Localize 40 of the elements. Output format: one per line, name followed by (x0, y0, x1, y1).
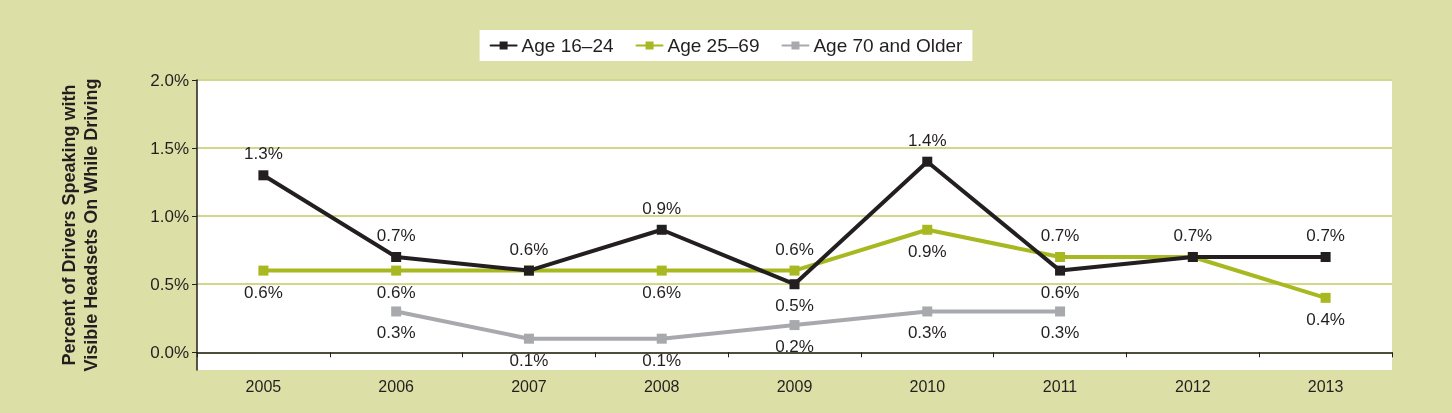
data-label: 0.6% (642, 282, 682, 302)
data-label: 0.1% (509, 350, 549, 370)
data-label: 0.7% (1306, 226, 1345, 245)
y-tick-label: 0.5% (150, 274, 189, 294)
data-label: 0.6% (509, 239, 549, 259)
data-label: 0.9% (907, 241, 947, 261)
data-label: 0.3% (1040, 323, 1080, 343)
data-label: 0.7% (1173, 226, 1213, 245)
data-label: 0.5% (775, 296, 814, 316)
data-label: 0.7% (376, 226, 416, 245)
y-tick-label: 0.0% (150, 342, 189, 362)
data-label: 0.4% (1306, 309, 1345, 329)
data-label: 0.2% (775, 337, 814, 357)
x-tick-label: 2013 (1307, 377, 1344, 395)
y-axis-title: Percent of Drivers Speaking with Visible Headsets On While Driving (59, 78, 101, 372)
y-tick-label: 1.5% (150, 138, 189, 158)
data-label: 0.6% (244, 282, 283, 302)
legend-label: Age 25–69 (667, 35, 760, 56)
y-tick-label: 2.0% (150, 70, 189, 90)
x-tick-label: 2011 (1042, 377, 1078, 395)
data-label: 0.1% (642, 350, 682, 370)
y-tick-label: 1.0% (150, 206, 189, 226)
data-label: 0.3% (907, 323, 947, 343)
x-tick-label: 2009 (776, 377, 813, 395)
x-tick-label: 2007 (511, 377, 547, 395)
x-tick-label: 2010 (909, 377, 946, 395)
data-label: 0.9% (642, 198, 682, 218)
data-label: 1.3% (244, 144, 283, 164)
data-label: 0.6% (376, 282, 416, 302)
x-tick-label: 2006 (378, 377, 415, 395)
data-label: 0.6% (775, 239, 814, 259)
data-label: 1.4% (907, 130, 947, 150)
x-tick-label: 2008 (643, 377, 680, 395)
data-label: 0.6% (1040, 282, 1080, 302)
x-tick-label: 2005 (245, 377, 282, 395)
x-tick-label: 2012 (1175, 377, 1211, 395)
legend-label: Age 70 and Older (813, 35, 964, 56)
data-label: 0.7% (1040, 226, 1080, 245)
data-label: 0.3% (376, 323, 416, 343)
legend-label: Age 16–24 (521, 35, 614, 56)
